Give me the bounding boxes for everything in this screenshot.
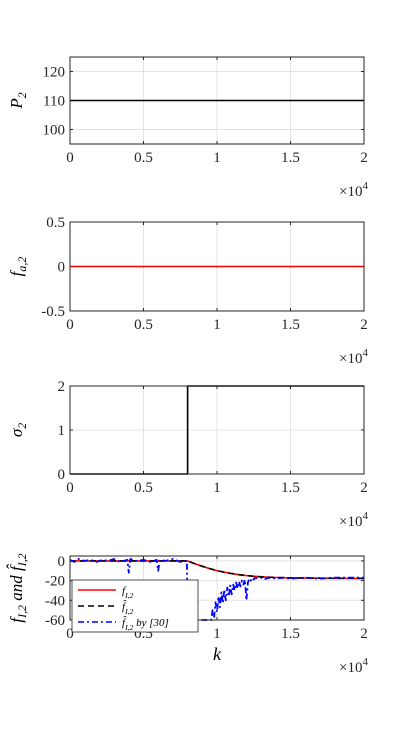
x-tick-label: 0	[66, 150, 74, 166]
y-tick-label: 0	[58, 467, 66, 483]
x-multiplier-label: ×104	[339, 180, 368, 200]
legend-label: f̂I,2 by [30]	[122, 616, 169, 632]
x-tick-label: 2	[360, 626, 368, 642]
chart-panel-1: 0 0.5 1 1.5 2 100 110 120 P2 ×104	[7, 56, 369, 200]
y-tick-label: 110	[43, 94, 65, 110]
x-multiplier-label: ×104	[339, 510, 368, 530]
x-tick-label: 0.5	[134, 150, 153, 166]
y-axis-label: fa,2	[7, 257, 29, 277]
y-tick-label: -20	[45, 574, 65, 590]
y-axis-label: fI,2 and f̂I,2	[6, 553, 29, 622]
x-tick-label: 1	[213, 317, 221, 333]
y-tick-label: -0.5	[41, 304, 65, 320]
chart-panel-2: 0 0.5 1 1.5 2-0.500.5fa,2×104	[7, 215, 369, 367]
x-tick-label: 1.5	[281, 150, 300, 166]
x-tick-label: 1.5	[281, 317, 300, 333]
x-tick-label: 1	[213, 150, 221, 166]
y-tick-label: -40	[45, 593, 65, 609]
y-tick-label: 0	[58, 554, 66, 570]
axes-box	[69, 221, 365, 312]
legend-label: fI,2	[122, 585, 134, 600]
series-line-2	[70, 560, 365, 580]
y-tick-label: -60	[45, 613, 65, 629]
legend-label: f̂I,2	[122, 600, 134, 616]
y-tick-label: 0	[58, 260, 66, 276]
x-tick-label: 2	[360, 317, 368, 333]
axes-box	[69, 385, 365, 475]
x-multiplier-label: ×104	[339, 347, 368, 367]
y-tick-label: 100	[43, 123, 66, 139]
axes-box	[69, 555, 365, 621]
y-tick-label: 1	[58, 423, 66, 439]
x-axis-label: k	[213, 644, 222, 664]
y-tick-label: 0.5	[46, 215, 65, 231]
x-tick-label: 0	[66, 626, 74, 642]
y-axis-label: P2	[7, 92, 29, 109]
x-tick-label: 0.5	[134, 480, 153, 496]
x-tick-label: 2	[360, 150, 368, 166]
y-tick-label: 2	[58, 379, 66, 395]
x-tick-label: 1.5	[281, 480, 300, 496]
x-multiplier-label: ×104	[339, 656, 368, 676]
x-tick-label: 1.5	[281, 626, 300, 642]
legend: fI,2f̂I,2f̂I,2 by [30]	[71, 579, 199, 633]
y-tick-label: 120	[43, 65, 66, 81]
x-tick-label: 0	[66, 480, 74, 496]
x-tick-label: 1	[213, 480, 221, 496]
x-tick-label: 0.5	[134, 317, 153, 333]
x-tick-label: 2	[360, 480, 368, 496]
x-tick-label: 0	[66, 317, 74, 333]
series-line-3	[69, 558, 364, 621]
y-axis-label: σ2	[7, 423, 29, 437]
axes-box	[69, 56, 365, 145]
x-tick-label: 1	[213, 626, 221, 642]
chart-panel-3: 0 0.5 1 1.5 2 0 1 2 σ2 ×104	[7, 379, 369, 530]
